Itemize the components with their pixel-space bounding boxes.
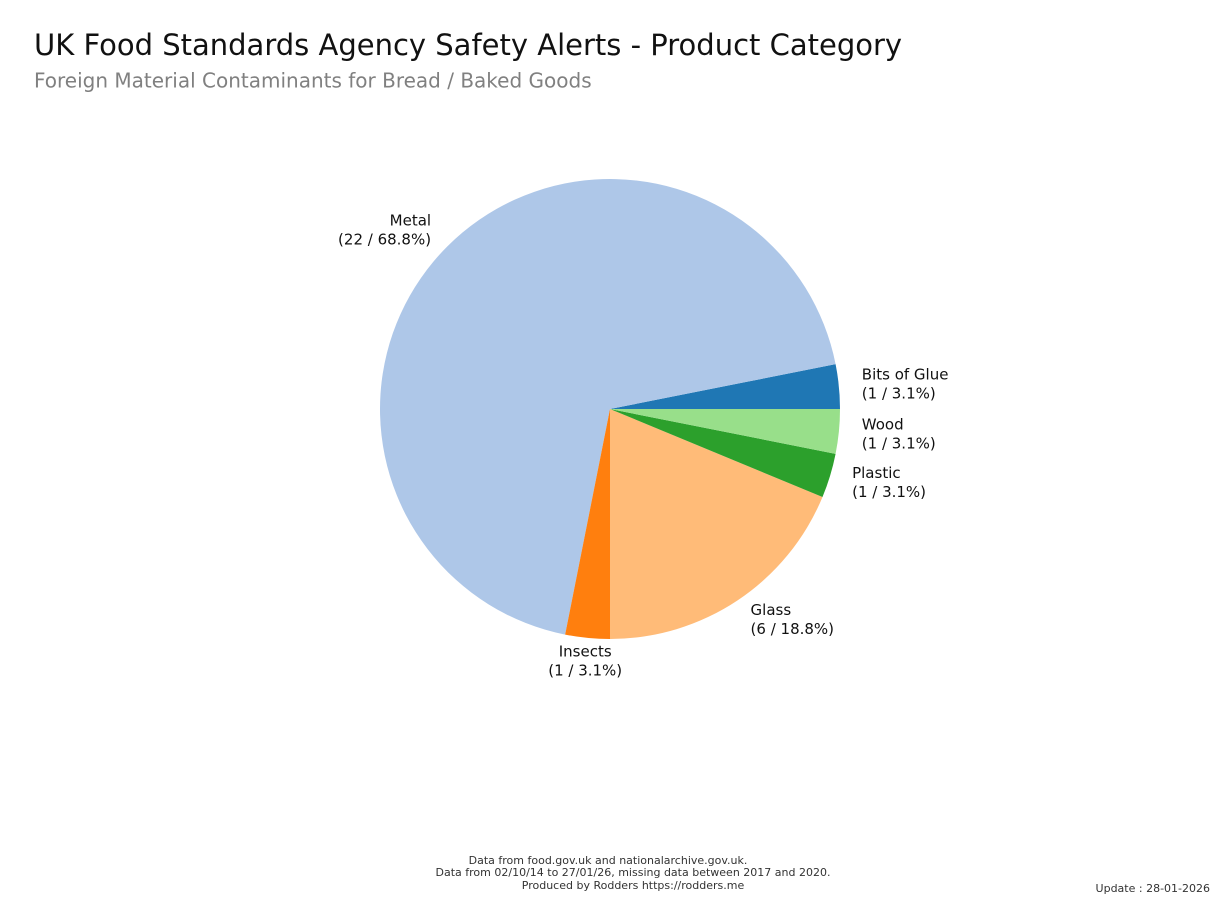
slice-value-label: (1 / 3.1%) bbox=[852, 483, 926, 501]
pie-slice bbox=[380, 178, 836, 635]
slice-label: Insects bbox=[559, 642, 612, 660]
pie-slice bbox=[565, 409, 610, 639]
slice-value-label: (1 / 3.1%) bbox=[548, 661, 622, 679]
slice-value-label: (6 / 18.8%) bbox=[751, 620, 835, 638]
chart-subtitle: Foreign Material Contaminants for Bread … bbox=[34, 69, 592, 93]
slice-label: Wood bbox=[862, 415, 904, 433]
slice-value-label: (1 / 3.1%) bbox=[862, 434, 936, 452]
pie-slice bbox=[610, 364, 840, 409]
pie-slice bbox=[610, 409, 823, 639]
slice-value-label: (22 / 68.8%) bbox=[338, 231, 431, 249]
update-date: Update : 28-01-2026 bbox=[1096, 882, 1210, 895]
footer-line: Data from 02/10/14 to 27/01/26, missing … bbox=[436, 866, 831, 879]
chart-title: UK Food Standards Agency Safety Alerts -… bbox=[34, 28, 902, 62]
slice-value-label: (1 / 3.1%) bbox=[862, 385, 936, 403]
slice-label: Plastic bbox=[852, 464, 901, 482]
pie-slice bbox=[610, 409, 840, 454]
footer-line: Data from food.gov.uk and nationalarchiv… bbox=[469, 854, 748, 867]
slice-label: Bits of Glue bbox=[862, 366, 949, 384]
footer-line: Produced by Rodders https://rodders.me bbox=[522, 879, 745, 892]
slice-label: Metal bbox=[390, 212, 431, 230]
slice-label: Glass bbox=[751, 601, 792, 619]
pie-slice bbox=[610, 409, 836, 498]
